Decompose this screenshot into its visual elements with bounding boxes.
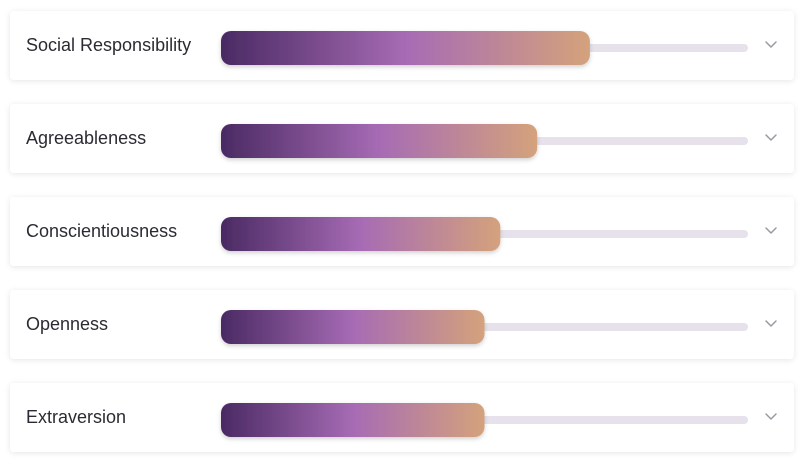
expand-chevron[interactable] — [765, 41, 777, 48]
expand-chevron[interactable] — [765, 413, 777, 420]
trait-label: Agreeableness — [26, 128, 146, 148]
bar — [221, 124, 538, 158]
trait-label: Social Responsibility — [26, 35, 191, 55]
expand-chevron[interactable] — [765, 320, 777, 327]
trait-label: Conscientiousness — [26, 221, 177, 241]
bar — [221, 217, 501, 251]
bar — [221, 403, 485, 437]
expand-chevron[interactable] — [765, 227, 777, 234]
expand-chevron[interactable] — [765, 134, 777, 141]
trait-label: Extraversion — [26, 407, 126, 427]
trait-label: Openness — [26, 314, 108, 334]
bar — [221, 310, 485, 344]
bar — [221, 31, 590, 65]
